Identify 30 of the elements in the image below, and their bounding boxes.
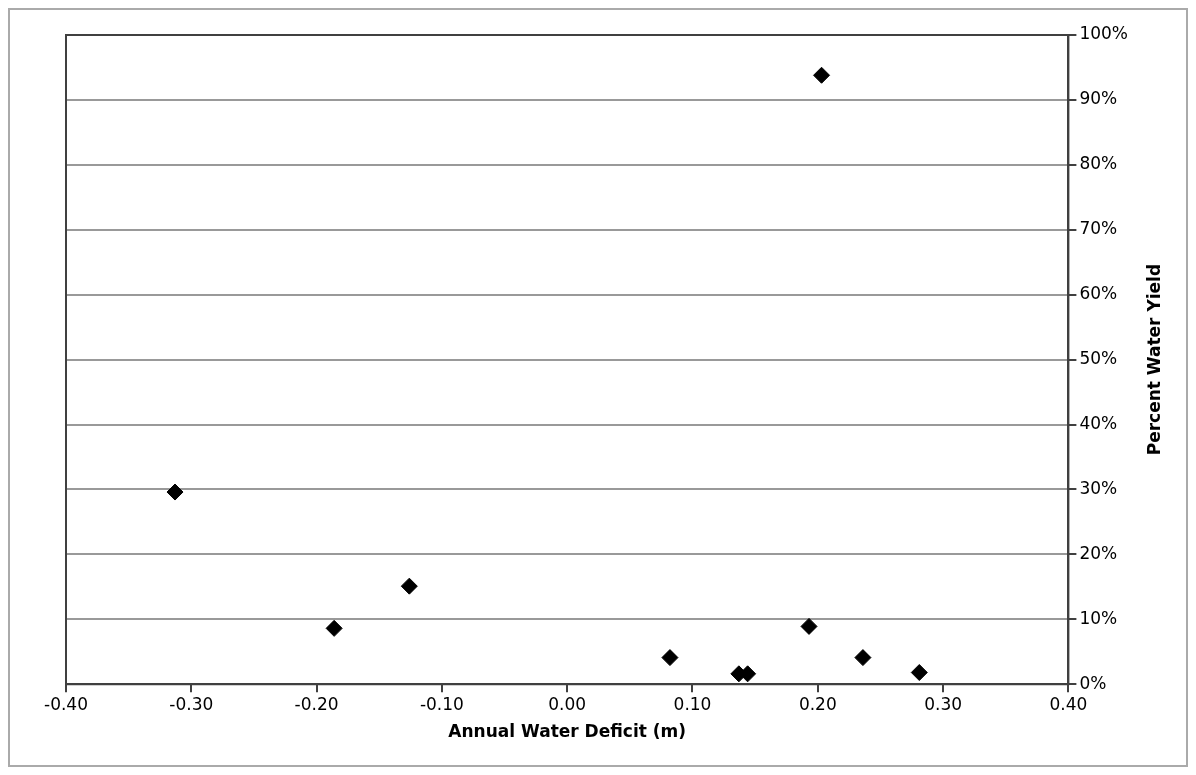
point	[910, 664, 928, 682]
y-tick-label: 100%	[1079, 23, 1129, 44]
x-axis-title: Annual Water Deficit (m)	[448, 721, 687, 742]
y-tick-label: 30%	[1079, 477, 1118, 498]
x-tick-label: 0.30	[924, 693, 963, 714]
y-tick-label: 0%	[1079, 672, 1107, 693]
point	[661, 649, 679, 667]
x-tick-label: 0.20	[798, 693, 837, 714]
point	[325, 619, 343, 637]
point	[813, 66, 831, 84]
y-tick-label: 10%	[1079, 607, 1118, 628]
y-tick-label: 90%	[1079, 88, 1118, 109]
y-tick-label: 70%	[1079, 218, 1118, 239]
point	[400, 577, 418, 595]
y-tick-label: 60%	[1079, 283, 1118, 304]
y-tick-label: 40%	[1079, 412, 1118, 433]
x-tick-label: 0.10	[673, 693, 712, 714]
x-tick-label: 0.00	[548, 693, 587, 714]
point	[166, 483, 184, 501]
x-tick-label: 0.40	[1049, 693, 1088, 714]
y-axis-title: Percent Water Yield	[1144, 263, 1165, 456]
point	[800, 617, 818, 635]
x-tick-label: -0.20	[294, 693, 339, 714]
y-tick-label: 20%	[1079, 542, 1118, 563]
y-tick-label: 80%	[1079, 153, 1118, 174]
x-tick-label: -0.30	[169, 693, 214, 714]
x-tick-label: -0.10	[419, 693, 464, 714]
point	[854, 649, 872, 667]
y-tick-label: 50%	[1079, 348, 1118, 369]
x-tick-label: -0.40	[44, 693, 88, 714]
